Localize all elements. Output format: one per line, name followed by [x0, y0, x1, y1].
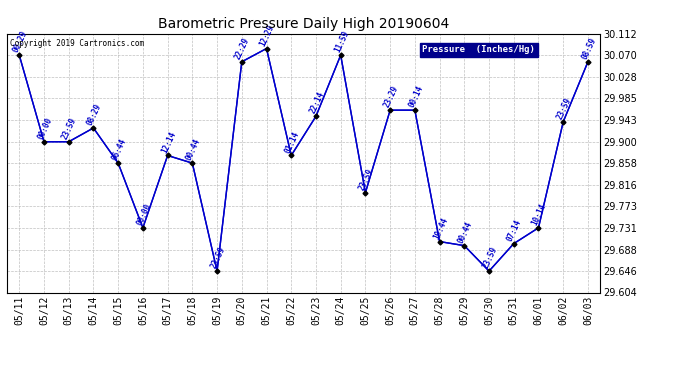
- Text: 22:14: 22:14: [308, 90, 326, 115]
- Text: 00:14: 00:14: [406, 84, 424, 109]
- Text: 23:59: 23:59: [481, 245, 499, 270]
- Text: 22:29: 22:29: [234, 36, 252, 61]
- Text: 00:00: 00:00: [135, 202, 152, 227]
- Title: Barometric Pressure Daily High 20190604: Barometric Pressure Daily High 20190604: [158, 17, 449, 31]
- Text: 00:29: 00:29: [11, 29, 29, 54]
- Text: 00:44: 00:44: [184, 137, 202, 162]
- Text: 08:59: 08:59: [580, 36, 598, 61]
- Text: 23:59: 23:59: [555, 96, 573, 121]
- Text: 23:59: 23:59: [209, 245, 227, 270]
- Text: 23:59: 23:59: [61, 116, 79, 141]
- Text: 23:29: 23:29: [382, 84, 400, 109]
- Text: 06:44: 06:44: [110, 137, 128, 162]
- Text: 07:14: 07:14: [506, 218, 524, 243]
- Text: 10:14: 10:14: [531, 202, 549, 227]
- Text: 00:00: 00:00: [36, 116, 54, 141]
- Text: 12:29: 12:29: [258, 23, 276, 48]
- Text: 12:14: 12:14: [159, 130, 177, 154]
- Text: 01:14: 01:14: [283, 130, 301, 154]
- Text: 23:59: 23:59: [357, 167, 375, 192]
- Text: 00:44: 00:44: [456, 220, 474, 245]
- Text: Pressure  (Inches/Hg): Pressure (Inches/Hg): [422, 45, 535, 54]
- Text: 08:29: 08:29: [86, 102, 104, 127]
- Text: Copyright 2019 Cartronics.com: Copyright 2019 Cartronics.com: [10, 39, 144, 48]
- Text: 19:44: 19:44: [431, 216, 449, 240]
- Text: 11:59: 11:59: [333, 29, 351, 54]
